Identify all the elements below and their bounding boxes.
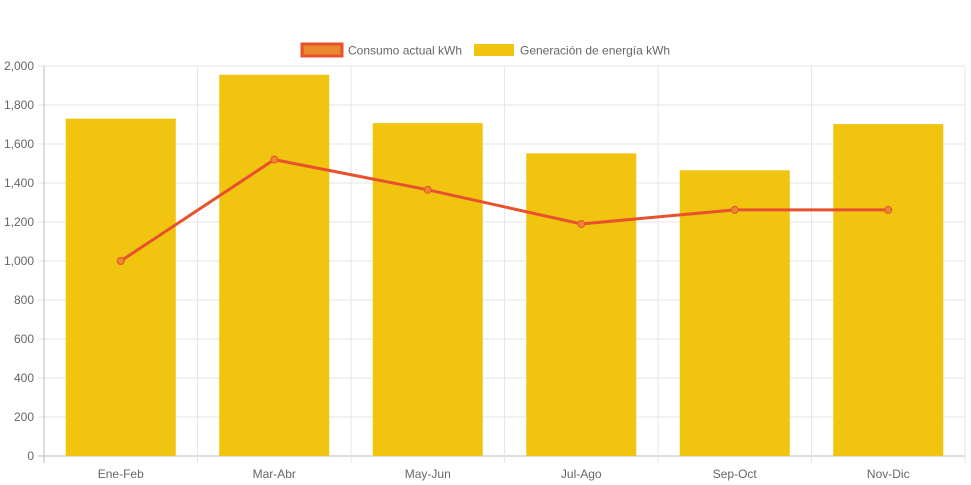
x-tick-label: Sep-Oct xyxy=(713,467,758,481)
y-tick-label: 400 xyxy=(14,371,34,385)
x-tick-label: May-Jun xyxy=(405,467,451,481)
y-tick-label: 600 xyxy=(14,332,34,346)
line-consumo[interactable] xyxy=(119,158,889,263)
point-consumo[interactable] xyxy=(577,219,586,228)
point-consumo[interactable] xyxy=(423,185,432,194)
bar-generacion[interactable] xyxy=(526,153,637,457)
x-tick-label: Jul-Ago xyxy=(561,467,602,481)
legend-item-generacion[interactable]: Generación de energía kWh xyxy=(474,44,670,58)
x-tick-label: Nov-Dic xyxy=(867,467,910,481)
point-consumo[interactable] xyxy=(116,257,125,265)
x-tick-label: Ene-Feb xyxy=(98,467,144,481)
legend-item-consumo[interactable]: Consumo actual kWh xyxy=(300,42,462,58)
point-consumo[interactable] xyxy=(730,205,739,214)
x-tick-label: Mar-Abr xyxy=(253,467,296,481)
bar-generacion[interactable] xyxy=(65,118,176,457)
bar-generacion[interactable] xyxy=(833,124,944,457)
legend-label-generacion: Generación de energía kWh xyxy=(520,44,670,58)
y-tick-label: 1,800 xyxy=(4,98,34,112)
point-consumo[interactable] xyxy=(884,205,893,214)
legend-swatch-generacion xyxy=(474,44,514,56)
legend[interactable]: Consumo actual kWh Generación de energía… xyxy=(300,42,670,58)
y-tick-label: 1,400 xyxy=(4,176,34,190)
y-tick-label: 200 xyxy=(14,410,34,424)
bar-generacion[interactable] xyxy=(219,74,330,457)
axes: 0 200 400 600 800 1,000 1,200 1,400 1,600 1,800 2,… xyxy=(4,59,910,481)
legend-swatch-consumo xyxy=(300,42,344,58)
y-tick-label: 800 xyxy=(14,293,34,307)
y-tick-label: 1,000 xyxy=(4,254,34,268)
y-tick-label: 1,200 xyxy=(4,215,34,229)
y-tick-label: 0 xyxy=(27,449,34,463)
y-tick-label: 2,000 xyxy=(4,59,34,73)
grid xyxy=(38,65,966,463)
bar-generacion[interactable] xyxy=(372,123,483,456)
y-tick-label: 1,600 xyxy=(4,137,34,151)
line-series xyxy=(116,155,893,265)
bar-series xyxy=(65,74,944,457)
bar-generacion[interactable] xyxy=(679,170,790,456)
legend-label-consumo: Consumo actual kWh xyxy=(348,44,462,58)
point-consumo[interactable] xyxy=(270,155,279,164)
